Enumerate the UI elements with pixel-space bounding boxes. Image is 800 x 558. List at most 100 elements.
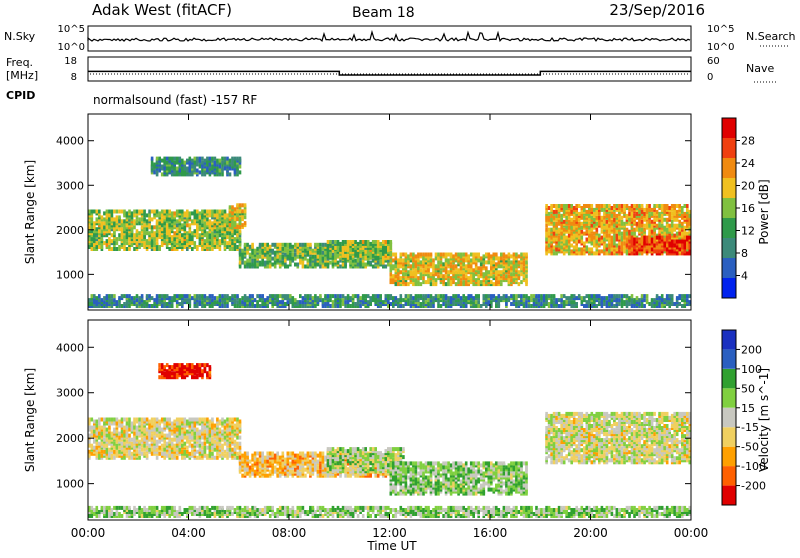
data-cell xyxy=(236,157,239,161)
data-cell xyxy=(153,298,156,302)
data-cell xyxy=(400,304,403,308)
data-cell xyxy=(628,212,631,216)
data-cell xyxy=(475,294,478,298)
data-cell xyxy=(224,210,227,214)
data-cell xyxy=(297,255,300,259)
data-cell xyxy=(596,240,599,244)
data-cell xyxy=(199,219,202,223)
data-cell xyxy=(322,298,325,302)
data-cell xyxy=(121,304,124,308)
data-cell xyxy=(302,304,305,308)
data-cell xyxy=(191,170,194,174)
data-cell xyxy=(307,294,310,298)
data-cell xyxy=(628,302,631,306)
data-cell xyxy=(176,239,179,243)
data-cell xyxy=(111,233,114,237)
data-cell xyxy=(392,274,395,278)
data-cell xyxy=(681,251,684,255)
data-cell xyxy=(684,226,687,230)
data-cell xyxy=(266,296,269,300)
data-cell xyxy=(236,300,239,304)
data-cell xyxy=(206,221,209,225)
data-cell xyxy=(636,238,639,242)
data-cell xyxy=(219,159,222,163)
data-cell xyxy=(593,294,596,298)
data-cell xyxy=(432,282,435,286)
data-cell xyxy=(289,253,292,257)
data-cell xyxy=(390,264,393,268)
data-cell xyxy=(565,296,568,300)
data-cell xyxy=(563,204,566,208)
data-cell xyxy=(121,294,124,298)
data-cell xyxy=(626,228,629,232)
data-cell xyxy=(422,294,425,298)
data-cell xyxy=(616,204,619,208)
data-cell xyxy=(618,204,621,208)
data-cell xyxy=(437,253,440,257)
data-cell xyxy=(603,245,606,249)
data-cell xyxy=(427,253,430,257)
data-cell xyxy=(362,300,365,304)
colorbar-swatch xyxy=(722,218,736,238)
data-cell xyxy=(513,256,516,260)
data-cell xyxy=(244,215,247,219)
data-cell xyxy=(626,249,629,253)
data-cell xyxy=(143,241,146,245)
data-cell xyxy=(344,296,347,300)
data-cell xyxy=(156,247,159,251)
data-cell xyxy=(282,261,285,265)
data-cell xyxy=(156,294,159,298)
data-cell xyxy=(668,206,671,210)
data-cell xyxy=(161,227,164,231)
data-cell xyxy=(224,243,227,247)
data-cell xyxy=(166,213,169,217)
data-cell xyxy=(437,294,440,298)
data-cell xyxy=(337,248,340,252)
data-cell xyxy=(651,220,654,224)
data-cell xyxy=(397,268,400,272)
data-cell xyxy=(488,253,491,257)
data-cell xyxy=(656,224,659,228)
data-cell xyxy=(379,259,382,263)
data-cell xyxy=(658,296,661,300)
data-cell xyxy=(239,221,242,225)
data-cell xyxy=(591,208,594,212)
data-cell xyxy=(372,240,375,244)
data-cell xyxy=(493,256,496,260)
data-cell xyxy=(583,204,586,208)
data-cell xyxy=(548,249,551,253)
data-cell xyxy=(661,204,664,208)
data-cell xyxy=(269,265,272,269)
data-cell xyxy=(314,259,317,263)
data-cell xyxy=(668,236,671,240)
data-cell xyxy=(118,210,121,214)
data-cell xyxy=(143,217,146,221)
data-cell xyxy=(603,208,606,212)
data-cell xyxy=(93,446,96,450)
data-cell xyxy=(229,159,232,163)
data-cell xyxy=(510,260,513,264)
data-cell xyxy=(126,211,129,215)
data-cell xyxy=(420,268,423,272)
data-cell xyxy=(96,296,99,300)
data-cell xyxy=(613,242,616,246)
date-title: 23/Sep/2016 xyxy=(609,1,705,19)
data-cell xyxy=(447,278,450,282)
data-cell xyxy=(116,210,119,214)
data-cell xyxy=(676,210,679,214)
data-cell xyxy=(528,296,531,300)
data-cell xyxy=(287,265,290,269)
data-cell xyxy=(244,243,247,247)
data-cell xyxy=(156,170,159,174)
data-cell xyxy=(628,245,631,249)
data-cell xyxy=(523,294,526,298)
data-cell xyxy=(563,294,566,298)
data-cell xyxy=(191,211,194,215)
data-cell xyxy=(93,426,96,430)
data-cell xyxy=(103,422,106,426)
data-cell xyxy=(138,210,141,214)
data-cell xyxy=(186,231,189,235)
data-cell xyxy=(666,228,669,232)
data-cell xyxy=(216,227,219,231)
data-cell xyxy=(593,251,596,255)
